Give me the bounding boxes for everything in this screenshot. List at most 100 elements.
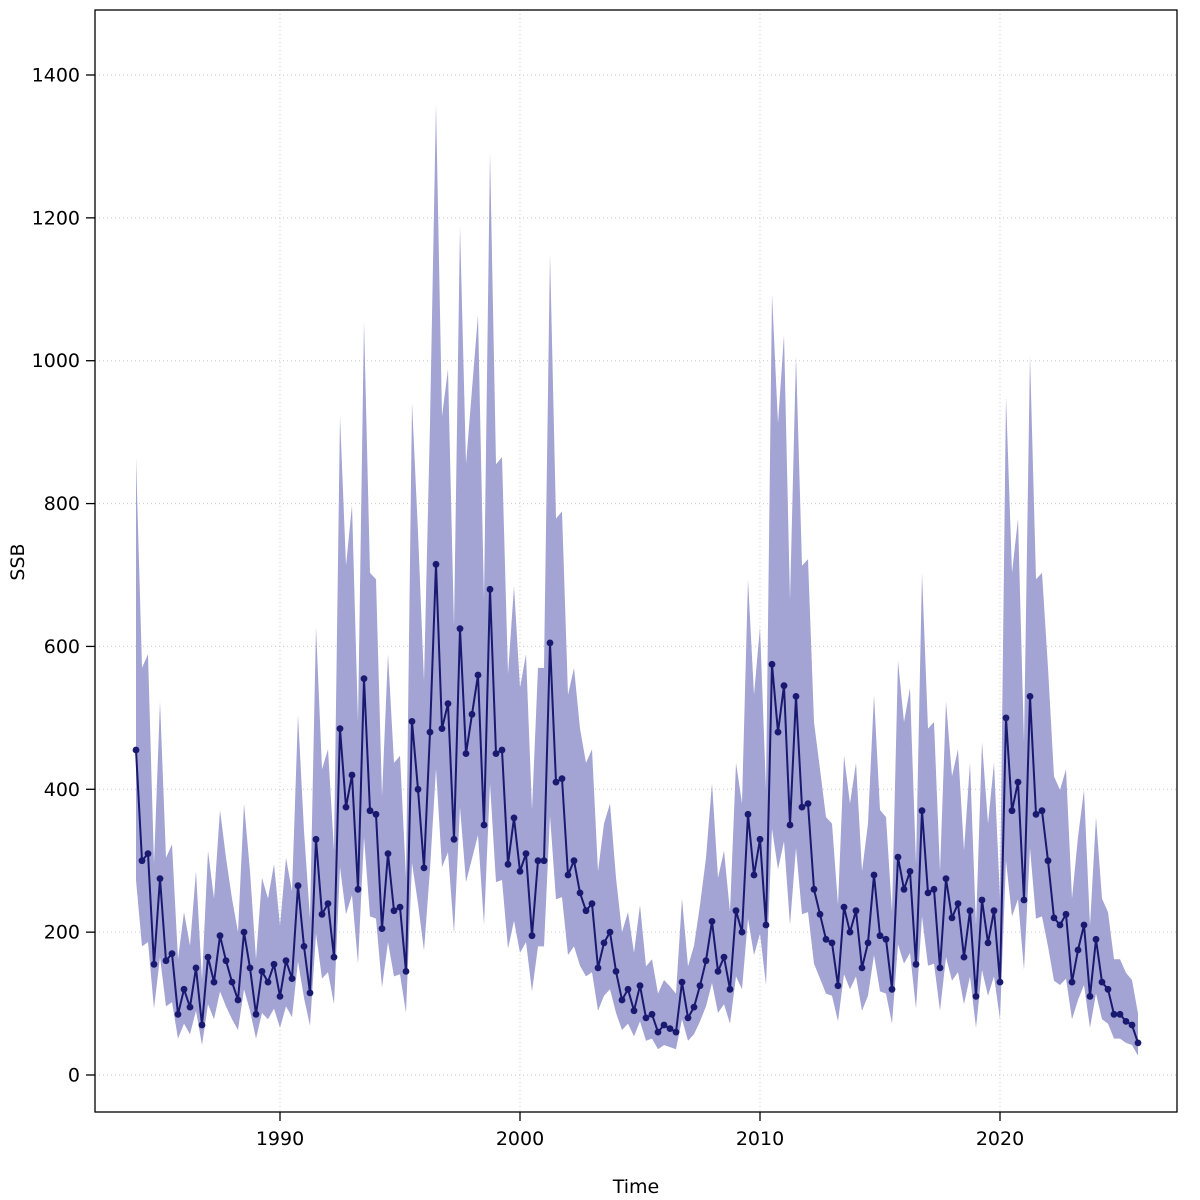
data-point: [432, 560, 440, 568]
data-point: [612, 968, 620, 975]
x-tick-label: 2020: [976, 1128, 1024, 1150]
data-point: [360, 675, 368, 682]
data-point: [288, 975, 296, 982]
y-tick-label: 400: [44, 779, 80, 801]
data-point: [450, 835, 458, 843]
data-point: [816, 910, 824, 918]
data-point: [1134, 1039, 1142, 1047]
data-point: [1098, 978, 1106, 986]
data-point: [1092, 935, 1100, 943]
data-point: [618, 996, 626, 1004]
data-point: [216, 932, 224, 940]
data-point: [426, 728, 434, 736]
data-point: [1080, 921, 1088, 929]
data-point: [300, 943, 308, 950]
data-point: [888, 985, 896, 993]
data-point: [960, 953, 968, 961]
data-point: [864, 939, 872, 947]
data-point: [234, 996, 242, 1004]
data-point: [330, 953, 338, 961]
data-point: [1002, 714, 1010, 722]
data-point: [396, 903, 404, 911]
data-point: [978, 896, 986, 904]
data-point: [1008, 807, 1016, 815]
confidence-band: [136, 104, 1138, 1056]
data-point: [540, 857, 548, 865]
data-point: [180, 985, 188, 993]
data-point: [954, 900, 962, 907]
data-point: [900, 885, 908, 893]
data-point: [1050, 914, 1058, 922]
data-point: [948, 914, 956, 922]
data-point: [1128, 1021, 1136, 1029]
x-axis-label: Time: [612, 1176, 660, 1198]
x-tick-label: 2010: [736, 1128, 784, 1150]
data-point: [222, 957, 230, 965]
data-point: [384, 850, 392, 857]
data-point: [792, 693, 800, 700]
x-tick-label: 2000: [496, 1128, 544, 1150]
data-point: [516, 868, 524, 875]
data-point: [936, 964, 944, 972]
data-point: [306, 989, 314, 997]
data-point: [972, 993, 980, 1000]
data-point: [210, 978, 218, 986]
data-point: [546, 639, 554, 647]
data-point: [1020, 896, 1028, 904]
data-point: [366, 807, 374, 815]
data-point: [576, 889, 584, 897]
data-point: [168, 950, 176, 957]
data-point: [594, 964, 602, 972]
data-point: [240, 928, 248, 936]
data-point: [720, 953, 728, 961]
data-point: [1056, 921, 1064, 929]
data-point: [498, 746, 506, 754]
data-point: [696, 982, 704, 990]
data-point: [132, 746, 140, 754]
data-point: [624, 985, 632, 993]
data-point: [534, 857, 542, 865]
data-point: [402, 968, 410, 975]
data-point: [642, 1014, 650, 1022]
data-point: [276, 993, 284, 1000]
data-point: [600, 939, 608, 947]
data-point: [318, 910, 326, 918]
data-point: [648, 1010, 656, 1018]
data-point: [492, 750, 500, 757]
data-point: [588, 900, 596, 907]
x-tick-label: 1990: [256, 1128, 304, 1150]
data-point: [378, 925, 386, 932]
data-point: [1086, 993, 1094, 1000]
data-point: [654, 1028, 662, 1036]
data-point: [420, 864, 428, 872]
data-point: [336, 725, 344, 732]
ssb-line: [135, 563, 1139, 1044]
data-point: [570, 857, 578, 865]
data-point: [798, 803, 806, 811]
data-point: [438, 725, 446, 732]
data-point: [1122, 1018, 1130, 1025]
data-point: [138, 857, 146, 865]
data-point: [486, 585, 494, 593]
data-point: [702, 957, 710, 965]
data-point: [342, 803, 350, 811]
data-point: [996, 978, 1004, 986]
y-tick-label: 1000: [32, 350, 80, 372]
data-point: [558, 775, 566, 782]
data-point: [150, 960, 158, 968]
data-point: [456, 625, 464, 632]
data-point: [264, 978, 272, 986]
data-point: [966, 907, 974, 915]
data-point: [942, 875, 950, 882]
data-point: [282, 957, 290, 965]
data-point: [444, 700, 452, 707]
data-point: [186, 1003, 194, 1011]
data-point: [192, 964, 200, 972]
data-point: [462, 750, 470, 757]
data-point: [252, 1010, 260, 1018]
data-point: [708, 918, 716, 925]
data-point: [1068, 978, 1076, 986]
data-point: [762, 921, 770, 929]
data-point: [684, 1014, 692, 1022]
